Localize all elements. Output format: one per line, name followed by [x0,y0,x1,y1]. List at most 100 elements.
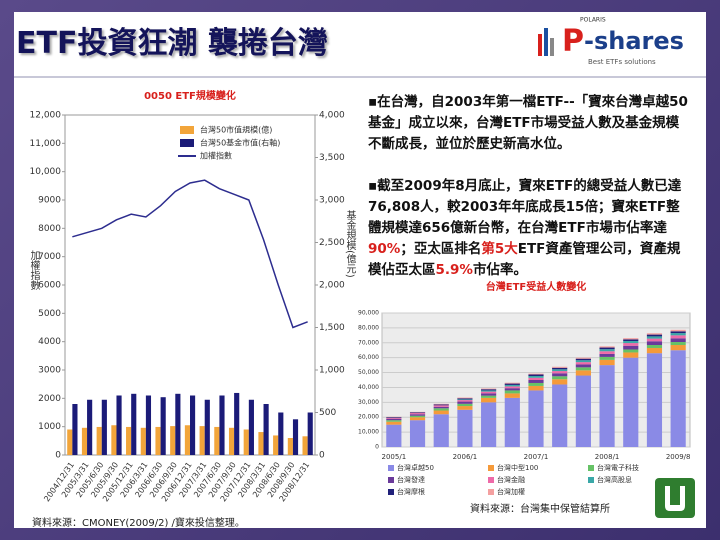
bar [292,419,299,455]
bar-segment [552,376,568,380]
y-tick-label: 50,000 [358,369,379,376]
legend-label: 台灣50基金市值(右軸) [200,138,280,148]
x-tick-label: 2008/1 [595,453,620,461]
y-tick-label: 70,000 [358,339,379,346]
bar-segment [481,402,497,447]
return-button[interactable] [655,478,695,518]
y2-tick-label: 0 [319,451,325,461]
bar [126,426,132,455]
y-tick-label: 90,000 [358,310,379,317]
y2-tick-label: 3,500 [319,153,345,163]
bar-segment [575,367,591,371]
source: 資料來源：CMONEY(2009/2) /寶來投信整理。 [32,518,245,529]
y-tick-label: 0 [55,451,61,461]
bar-segment [528,385,544,391]
bar-segment [623,357,639,447]
bar-segment [433,403,449,405]
y-tick-label: 8000 [38,224,61,234]
logo-word: -shares [584,27,684,55]
bar-segment [409,417,426,421]
bar [248,399,254,455]
bar-segment [646,353,663,447]
bar-segment [504,383,520,385]
y-tick-label: 5000 [38,309,61,319]
bar-segment [670,335,686,339]
bar-segment [599,359,615,366]
bar-segment [457,409,473,447]
bar [199,426,205,455]
bar-segment [433,406,449,409]
legend-label: 台灣高股息 [597,475,632,484]
bar [243,429,249,455]
bar [184,425,190,455]
y2-tick-label: 4,000 [319,111,345,121]
y-tick-label: 1000 [38,422,61,432]
bar-segment [599,365,615,447]
bar-segment [646,333,663,335]
legend-swatch [488,489,494,495]
bar-segment [599,347,615,350]
y2-tick-label: 500 [319,408,336,418]
bar-segment [670,350,686,447]
bar-segment [386,421,402,425]
bar [101,399,107,455]
bar-segment [552,373,568,377]
y-tick-label: 80,000 [358,324,379,331]
bar-segment [552,367,568,370]
bar-segment [599,349,615,352]
bar-segment [646,338,663,342]
bar [228,427,235,455]
bar-segment [457,399,473,401]
bar [302,436,308,455]
bar-segment [552,384,568,447]
legend-swatch [588,477,594,483]
bar-segment [457,398,473,400]
bar-segment [386,418,402,421]
bar-segment [481,395,497,398]
bar-segment [457,403,473,407]
bar-segment [599,356,615,360]
bar [204,399,210,455]
y2-tick-label: 3,000 [319,196,345,206]
bar-segment [552,371,568,374]
bar-segment [528,375,544,378]
bar [190,395,196,455]
bar-segment [646,341,663,346]
bar-segment [457,406,473,410]
bar-segment [433,408,449,411]
bar-segment [670,345,686,351]
bar-segment [504,388,520,391]
bar-segment [575,375,591,447]
bar [258,432,264,455]
logo-letter: P [562,24,584,59]
bar-segment [670,338,686,343]
legend-swatch [488,465,494,471]
bar-segment [575,358,591,361]
legend-label: 台灣電子科技 [597,463,639,472]
legend-label: 台灣摩根 [397,487,425,496]
y-tick-label: 6000 [38,281,61,291]
bar-segment [504,393,520,398]
x-tick-label: 2005/1 [382,453,407,461]
bar-segment [386,417,402,418]
bar-segment [504,397,520,447]
bar-segment [457,397,473,399]
bar-segment [528,382,544,386]
text-run: 市佔率。 [472,262,527,278]
legend-label: 台灣加權 [497,487,525,496]
bar [170,426,176,455]
y-axis-label: 加權指數 [28,250,40,291]
legend-swatch [180,126,194,134]
bar [219,395,225,455]
legend-swatch [388,465,394,471]
y-tick-label: 7000 [38,252,61,262]
bar-segment [623,338,639,340]
bar-segment [504,386,520,389]
legend-swatch [388,489,394,495]
bar-segment [409,420,426,447]
paragraph: ▪截至2009年8月底止，寶來ETF的總受益人數已達76,808人，較2003年… [368,176,690,281]
bar-segment [575,370,591,376]
bar [87,399,93,455]
bar-segment [528,377,544,380]
bar-segment [646,336,663,339]
